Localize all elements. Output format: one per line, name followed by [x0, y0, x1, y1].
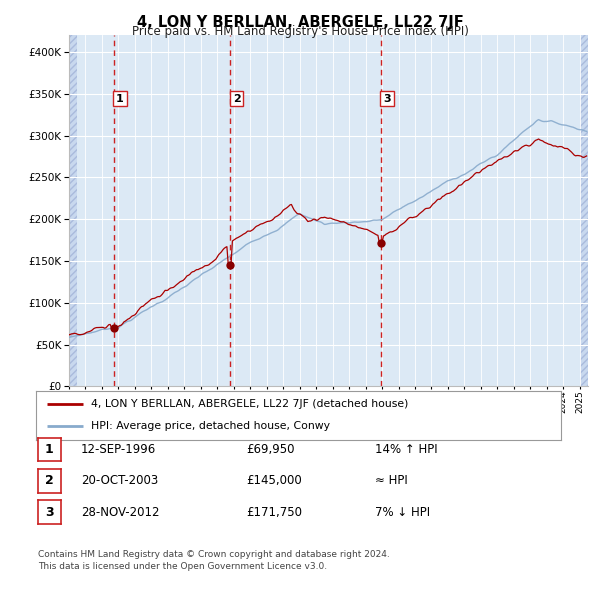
Text: Contains HM Land Registry data © Crown copyright and database right 2024.
This d: Contains HM Land Registry data © Crown c… — [38, 550, 389, 571]
Text: 4, LON Y BERLLAN, ABERGELE, LL22 7JF: 4, LON Y BERLLAN, ABERGELE, LL22 7JF — [137, 15, 463, 30]
Text: 20-OCT-2003: 20-OCT-2003 — [81, 474, 158, 487]
Text: 1: 1 — [45, 443, 53, 456]
Text: £171,750: £171,750 — [246, 506, 302, 519]
Text: ≈ HPI: ≈ HPI — [375, 474, 408, 487]
Bar — [580, 35, 588, 386]
Bar — [69, 35, 77, 386]
Text: £69,950: £69,950 — [246, 443, 295, 456]
Text: 2: 2 — [45, 474, 53, 487]
Text: 4, LON Y BERLLAN, ABERGELE, LL22 7JF (detached house): 4, LON Y BERLLAN, ABERGELE, LL22 7JF (de… — [91, 399, 409, 409]
Text: 14% ↑ HPI: 14% ↑ HPI — [375, 443, 437, 456]
Text: £145,000: £145,000 — [246, 474, 302, 487]
Text: Price paid vs. HM Land Registry's House Price Index (HPI): Price paid vs. HM Land Registry's House … — [131, 25, 469, 38]
Text: 1: 1 — [116, 94, 124, 104]
Text: 3: 3 — [45, 506, 53, 519]
Text: 7% ↓ HPI: 7% ↓ HPI — [375, 506, 430, 519]
Text: 2: 2 — [233, 94, 241, 104]
Text: 3: 3 — [383, 94, 391, 104]
Text: HPI: Average price, detached house, Conwy: HPI: Average price, detached house, Conw… — [91, 421, 330, 431]
Text: 12-SEP-1996: 12-SEP-1996 — [81, 443, 156, 456]
Text: 28-NOV-2012: 28-NOV-2012 — [81, 506, 160, 519]
